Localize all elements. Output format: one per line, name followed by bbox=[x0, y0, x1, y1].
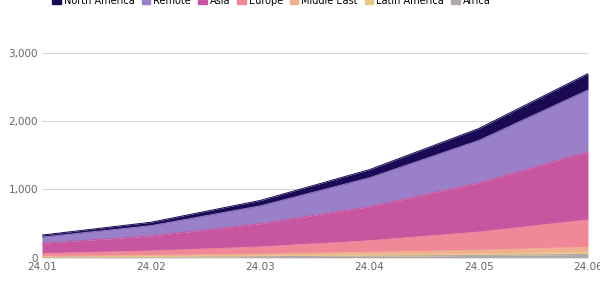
Legend: North America, Remote, Asia, Europe, Middle East, Latin America, Africa: North America, Remote, Asia, Europe, Mid… bbox=[49, 0, 494, 10]
